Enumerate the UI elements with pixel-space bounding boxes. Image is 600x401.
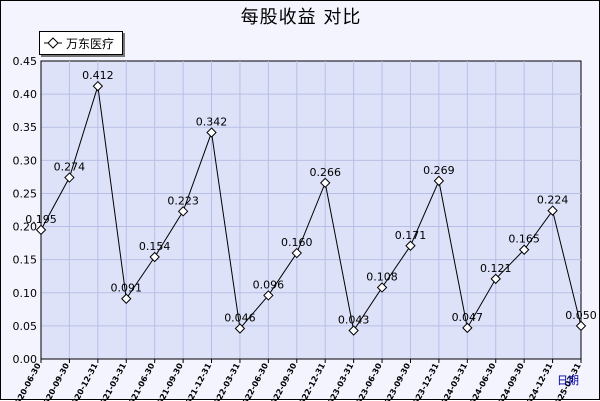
legend-marker-icon <box>44 37 62 49</box>
data-label: 0.274 <box>54 161 86 174</box>
data-point <box>206 127 217 138</box>
x-tick-label: 2024-09-30 <box>494 361 526 401</box>
y-tick-label: 0.20 <box>13 221 38 234</box>
data-label: 0.160 <box>281 236 313 249</box>
chart-title: 每股收益 对比 <box>240 7 362 28</box>
x-tick-label: 2022-03-31 <box>210 361 242 401</box>
y-tick-label: 0.00 <box>13 353 38 366</box>
data-label: 0.342 <box>196 116 228 129</box>
x-axis-label: 日期 <box>557 374 579 387</box>
data-point <box>376 282 388 293</box>
data-point <box>121 293 132 304</box>
data-label: 0.165 <box>508 233 540 246</box>
data-point <box>433 175 445 187</box>
data-point <box>64 172 75 183</box>
data-label: 0.050 <box>565 309 597 322</box>
x-tick-label: 2023-09-30 <box>380 361 412 401</box>
plot-background <box>40 60 582 360</box>
data-point <box>490 273 501 285</box>
data-label: 0.096 <box>253 278 285 291</box>
x-tick-label: 2023-12-31 <box>409 361 441 401</box>
y-tick-label: 0.25 <box>13 187 38 200</box>
data-label: 0.108 <box>366 270 398 283</box>
data-point <box>405 240 416 251</box>
data-label: 0.269 <box>423 164 455 177</box>
x-tick-label: 2024-12-31 <box>522 361 554 401</box>
data-point <box>518 244 530 255</box>
data-point <box>263 290 274 301</box>
data-point <box>320 177 331 189</box>
data-point <box>234 323 246 334</box>
x-tick-label: 2024-06-30 <box>466 361 498 401</box>
data-point <box>177 206 189 217</box>
x-tick-label: 2021-12-31 <box>181 361 213 401</box>
x-tick-label: 2020-12-31 <box>68 361 100 401</box>
y-tick-label: 0.35 <box>13 121 38 134</box>
data-point <box>462 322 473 334</box>
data-point <box>35 224 47 236</box>
data-label: 0.412 <box>82 69 114 82</box>
y-tick-label: 0.10 <box>13 287 38 300</box>
data-label: 0.195 <box>25 213 57 226</box>
data-label: 0.047 <box>452 311 484 324</box>
data-label: 0.043 <box>338 314 370 327</box>
data-label: 0.046 <box>224 312 256 325</box>
data-point <box>291 247 302 259</box>
data-label: 0.171 <box>395 229 427 242</box>
x-tick-label: 2023-03-31 <box>323 361 355 401</box>
data-label: 0.121 <box>480 262 512 275</box>
data-label: 0.223 <box>167 194 199 207</box>
data-point <box>92 80 104 92</box>
y-tick-label: 0.05 <box>13 320 38 333</box>
data-label: 0.154 <box>139 240 171 253</box>
x-tick-label: 2023-06-30 <box>352 361 384 401</box>
x-tick-label: 2021-06-30 <box>124 361 156 401</box>
x-tick-label: 2024-03-31 <box>437 361 469 401</box>
series-line <box>40 86 582 332</box>
legend-label: 万东医疗 <box>66 36 115 51</box>
x-tick-label: 2020-06-30 <box>11 361 43 401</box>
x-tick-label: 2021-09-30 <box>153 361 185 401</box>
data-label: 0.266 <box>309 166 341 179</box>
data-label: 0.224 <box>537 194 569 207</box>
x-tick-label: 2020-09-30 <box>39 361 71 401</box>
y-tick-label: 0.15 <box>13 254 38 267</box>
legend: 万东医疗 <box>39 31 123 55</box>
y-tick-label: 0.40 <box>13 88 38 101</box>
data-label: 0.091 <box>111 282 143 295</box>
data-point <box>348 325 359 336</box>
data-point <box>575 320 587 332</box>
y-tick-label: 0.30 <box>13 154 38 167</box>
x-tick-label: 2022-06-30 <box>238 361 270 401</box>
data-point <box>149 251 160 263</box>
y-tick-label: 0.45 <box>13 55 38 68</box>
data-point <box>547 205 558 216</box>
x-tick-label: 2022-12-31 <box>295 361 327 401</box>
x-tick-label: 2021-03-31 <box>96 361 128 401</box>
x-tick-label: 2022-09-30 <box>267 361 299 401</box>
